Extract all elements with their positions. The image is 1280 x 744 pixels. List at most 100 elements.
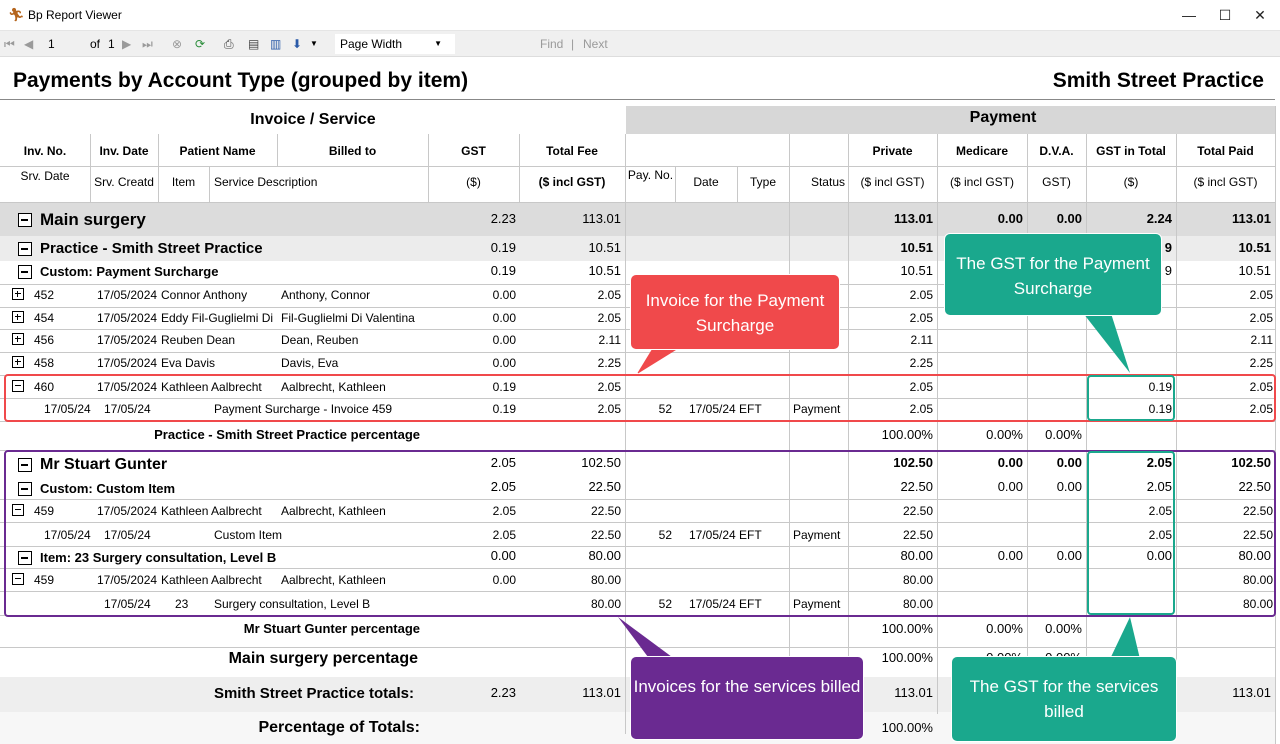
fee: 2.11 <box>598 333 621 347</box>
paid: 2.05 <box>1249 288 1273 302</box>
private: 2.11 <box>910 333 933 347</box>
patient-name: Eva Davis <box>161 356 216 370</box>
inv-no: 459 <box>34 573 55 587</box>
item23-paid: 80.00 <box>1238 548 1271 563</box>
services-gst-highlight-box <box>1087 451 1175 615</box>
gst-total: 0.19 <box>1148 380 1172 394</box>
collapse-icon[interactable] <box>18 458 32 472</box>
pay-type: EFT <box>739 597 762 611</box>
gst: 0.19 <box>492 380 516 394</box>
collapse-icon[interactable] <box>18 265 32 279</box>
collapse-icon[interactable] <box>18 551 32 565</box>
fee: 2.05 <box>597 311 621 325</box>
find-link[interactable]: Find <box>540 37 564 51</box>
collapse-icon[interactable] <box>12 380 24 392</box>
stuart-paid: 102.50 <box>1231 455 1271 470</box>
surcharge-gst-total: 9 <box>1164 263 1172 278</box>
expand-icon[interactable] <box>12 356 24 368</box>
col-medicare: Medicare <box>955 144 1009 158</box>
gst: 0.00 <box>492 356 516 370</box>
of-label: of <box>90 37 101 51</box>
first-page-icon[interactable]: ⏮ <box>4 37 15 51</box>
previous-page-icon[interactable]: ◀ <box>24 37 34 51</box>
last-page-icon[interactable]: ⏭ <box>142 37 153 51</box>
col-patient-name: Patient Name <box>179 144 256 158</box>
fee: 80.00 <box>590 573 621 587</box>
practice-private: 10.51 <box>900 240 933 255</box>
expand-icon[interactable] <box>12 288 24 300</box>
private: 2.25 <box>909 356 933 370</box>
custom-item-label: Custom: Custom Item <box>40 481 176 496</box>
page-setup-icon[interactable]: ▥ <box>270 37 282 51</box>
maximize-button[interactable]: ☐ <box>1218 7 1232 23</box>
gst-surcharge-callout: The GST for the Payment Surcharge <box>944 233 1162 316</box>
pay-type: EFT <box>739 402 762 416</box>
item23-medicare: 0.00 <box>997 548 1023 563</box>
billed-to: Dean, Reuben <box>281 333 359 347</box>
surcharge-paid: 10.51 <box>1238 263 1271 278</box>
practice-pct-dva: 0.00% <box>1045 427 1082 442</box>
gst: 0.00 <box>492 288 516 302</box>
expand-icon[interactable] <box>12 333 24 345</box>
collapse-icon[interactable] <box>18 482 32 496</box>
patient-name: Kathleen Aalbrecht <box>161 380 262 394</box>
next-link[interactable]: Next <box>583 37 608 51</box>
paid: 22.50 <box>1242 504 1273 518</box>
totals-private: 113.01 <box>894 685 933 700</box>
zoom-value: Page Width <box>340 37 403 51</box>
stuart-private: 102.50 <box>893 455 933 470</box>
pay-no: 52 <box>658 528 672 542</box>
collapse-icon[interactable] <box>12 504 24 516</box>
stuart-pct-dva: 0.00% <box>1045 621 1082 636</box>
collapse-icon[interactable] <box>18 242 32 256</box>
export-dropdown-icon[interactable]: ▼ <box>310 39 318 48</box>
services-highlight-box <box>4 450 1276 617</box>
billed-to: Davis, Eva <box>281 356 339 370</box>
pay-date: 17/05/24 <box>689 528 736 542</box>
private: 2.05 <box>909 380 933 394</box>
pay-date: 17/05/24 <box>689 597 736 611</box>
minimize-button[interactable]: — <box>1182 7 1196 23</box>
page-number-input[interactable]: 1 <box>48 37 55 51</box>
practice-name: Smith Street Practice <box>1052 69 1264 92</box>
private: 2.05 <box>909 288 933 302</box>
inv-no: 452 <box>34 288 55 302</box>
refresh-icon[interactable]: ⟳ <box>195 37 206 51</box>
inv-date: 17/05/2024 <box>97 288 158 302</box>
stuart-gst: 2.05 <box>490 455 516 470</box>
print-layout-icon[interactable]: ▤ <box>248 37 260 51</box>
close-button[interactable]: ✕ <box>1254 7 1266 23</box>
fee: 2.05 <box>597 288 621 302</box>
srv-created: 17/05/24 <box>104 402 151 416</box>
billed-to: Anthony, Connor <box>281 288 371 302</box>
stuart-group-label: Mr Stuart Gunter <box>40 456 168 473</box>
billed-to: Aalbrecht, Kathleen <box>281 380 386 394</box>
gst-total: 0.19 <box>1148 402 1172 416</box>
zoom-select[interactable]: Page Width ▼ <box>335 34 455 54</box>
billed-to: Aalbrecht, Kathleen <box>281 573 386 587</box>
custom-paid: 22.50 <box>1238 479 1271 494</box>
expand-icon[interactable] <box>12 311 24 323</box>
invoice-group-band <box>0 106 626 134</box>
patient-name: Connor Anthony <box>161 288 248 302</box>
collapse-icon[interactable] <box>12 573 24 585</box>
custom-medicare: 0.00 <box>997 479 1023 494</box>
print-icon[interactable]: ⎙ <box>224 37 234 51</box>
custom-private: 22.50 <box>900 479 933 494</box>
inv-date: 17/05/2024 <box>97 504 158 518</box>
paid: 2.05 <box>1249 311 1273 325</box>
export-icon[interactable]: ⬇ <box>292 37 303 51</box>
main-gst: 2.23 <box>490 211 516 226</box>
next-page-icon[interactable]: ▶ <box>122 37 132 51</box>
paid: 80.00 <box>1242 573 1273 587</box>
callout-text: Invoices for the services billed <box>633 677 861 696</box>
billed-to: Fil-Guglielmi Di Valentina <box>281 311 415 325</box>
private: 22.50 <box>902 504 933 518</box>
col-service-description: Service Description <box>214 175 318 189</box>
pay-status: Payment <box>793 597 841 611</box>
col-inv-date: Inv. Date <box>99 144 149 158</box>
stop-icon[interactable]: ⊗ <box>172 37 183 51</box>
item-number: 23 <box>175 597 189 611</box>
gst-services-callout: The GST for the services billed <box>951 656 1177 742</box>
collapse-icon[interactable] <box>18 213 32 227</box>
